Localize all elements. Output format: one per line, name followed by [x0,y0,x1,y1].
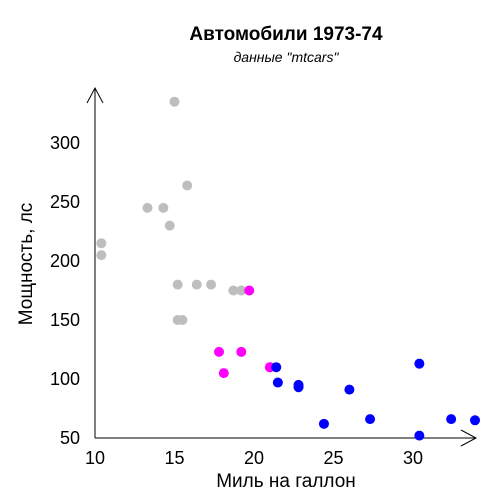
data-point-blue [272,377,283,388]
x-axis-label: Миль на галлон [216,471,356,492]
y-tick-label: 300 [50,133,80,153]
data-point-magenta [236,346,247,357]
y-tick-label: 250 [50,192,80,212]
x-tick-label: 30 [403,448,423,468]
data-point-blue [365,414,376,425]
y-tick-label: 150 [50,310,80,330]
data-point-blue [414,358,425,369]
data-point-magenta [218,368,229,379]
data-point-gray [228,285,239,296]
data-point-magenta [214,346,225,357]
data-point-gray [172,279,183,290]
y-axis-label: Мощность, лс [16,203,37,326]
data-point-magenta [244,285,255,296]
data-points [96,96,481,441]
data-point-gray [169,96,180,107]
data-point-blue [470,415,481,426]
chart-subtitle: данные "mtcars" [234,49,340,65]
y-tick-label: 50 [60,428,80,448]
data-point-gray [96,250,107,261]
x-axis [95,429,478,447]
y-axis [86,86,104,438]
data-point-gray [236,285,247,296]
y-axis-arrowhead [86,86,104,104]
data-point-blue [318,418,329,429]
data-point-gray [206,279,217,290]
data-point-gray [191,279,202,290]
data-point-gray [142,202,153,213]
data-point-gray [158,202,169,213]
data-point-blue [446,414,457,425]
x-tick-label: 15 [164,448,184,468]
y-tick-label: 200 [50,251,80,271]
data-point-blue [414,430,425,441]
x-tick-label: 25 [323,448,343,468]
data-point-blue [344,384,355,395]
x-tick-labels: 10 15 20 25 30 [85,448,423,468]
data-point-blue [293,379,304,390]
x-tick-label: 10 [85,448,105,468]
data-point-gray [182,180,193,191]
y-tick-labels: 50 100 150 200 250 300 [50,133,80,448]
y-tick-label: 100 [50,369,80,389]
x-tick-label: 20 [244,448,264,468]
x-axis-arrowhead [460,429,478,447]
data-point-gray [96,238,107,249]
data-point-gray [177,315,188,325]
data-point-gray [164,220,175,231]
data-point-blue [271,362,282,373]
chart-title: Автомобили 1973-74 [189,24,383,45]
